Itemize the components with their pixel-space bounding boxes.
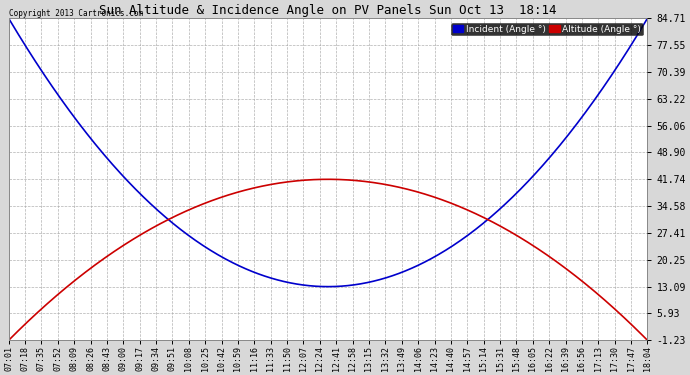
Legend: Incident (Angle °), Altitude (Angle °): Incident (Angle °), Altitude (Angle °) — [451, 23, 643, 36]
Text: Copyright 2013 Cartronics.com: Copyright 2013 Cartronics.com — [9, 9, 144, 18]
Title: Sun Altitude & Incidence Angle on PV Panels Sun Oct 13  18:14: Sun Altitude & Incidence Angle on PV Pan… — [99, 4, 557, 17]
